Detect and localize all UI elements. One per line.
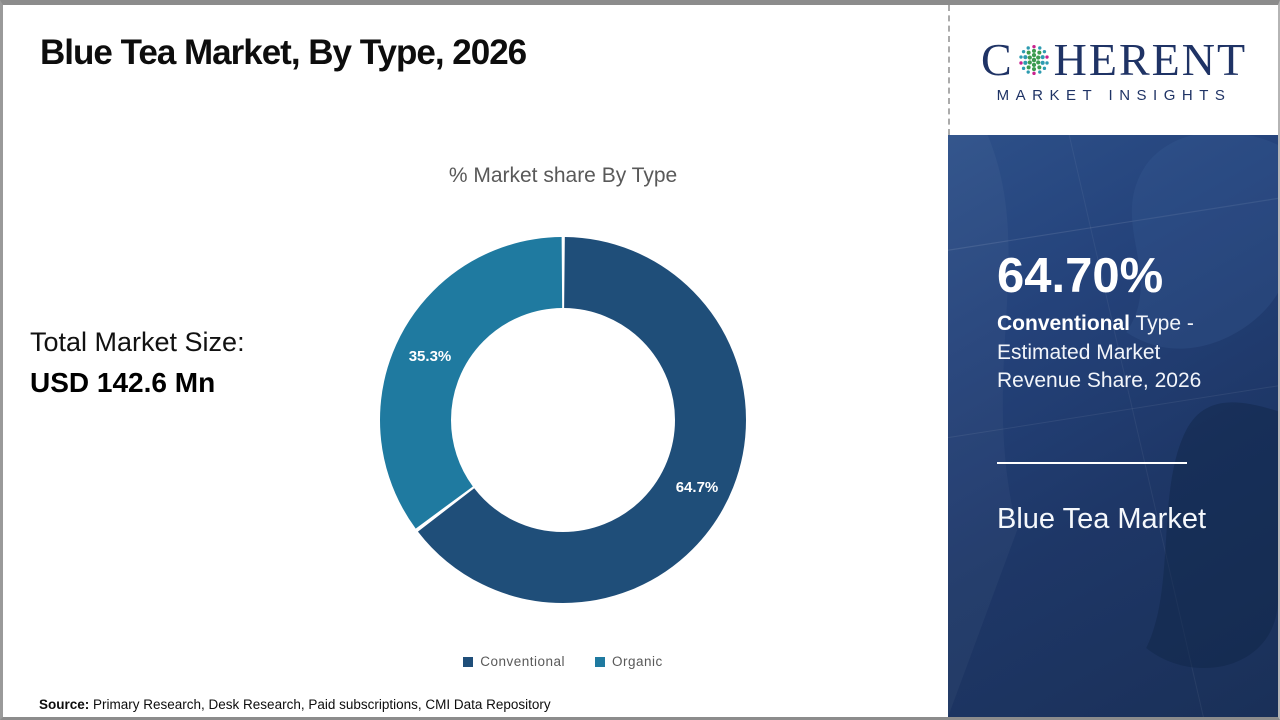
legend-label: Organic <box>612 654 663 669</box>
legend-swatch-icon <box>463 656 474 667</box>
logo-text-start: C <box>980 33 1014 85</box>
donut-chart <box>378 235 748 605</box>
sidebar-title: Blue Tea Market <box>997 503 1207 535</box>
stat-value: 64.70% <box>997 249 1164 303</box>
highlight-sidebar: 64.70% Conventional Type - Estimated Mar… <box>948 135 1278 717</box>
legend-label: Conventional <box>480 654 566 669</box>
stat-description-bold: Conventional <box>997 312 1131 335</box>
sidebar-divider <box>997 462 1187 464</box>
world-map-decoration <box>948 135 1278 717</box>
donut-slice-conventional <box>380 237 746 603</box>
logo-panel: C HERENT MARKET INSIGHTS <box>948 5 1278 135</box>
logo-text-end: HERENT <box>1053 33 1248 85</box>
legend-swatch-icon <box>595 656 606 667</box>
legend-item-conventional: Conventional <box>463 654 565 669</box>
legend-item-organic: Organic <box>595 654 663 669</box>
chart-legend: Conventional Organic <box>183 654 943 669</box>
logo-subtitle: MARKET INSIGHTS <box>996 86 1232 104</box>
coherent-globe-icon <box>1018 44 1049 75</box>
donut-slice-organic <box>380 237 746 603</box>
stat-description: Conventional Type - Estimated Market Rev… <box>997 310 1209 396</box>
stat-description-rest: Type - Estimated Market Revenue Share, 2… <box>997 312 1202 392</box>
coherent-logo: C HERENT <box>980 33 1248 85</box>
slice-label-organic: 35.3% <box>408 348 452 365</box>
donut-chart-svg <box>380 237 746 603</box>
source-text: Primary Research, Desk Research, Paid su… <box>89 697 551 712</box>
chart-title: % Market share By Type <box>448 164 678 187</box>
total-market-size: Total Market Size: USD 142.6 Mn <box>30 327 245 399</box>
total-market-value: USD 142.6 Mn <box>30 367 216 398</box>
page-title: Blue Tea Market, By Type, 2026 <box>40 33 527 72</box>
source-line: Source: Primary Research, Desk Research,… <box>39 697 551 712</box>
total-market-label: Total Market Size: <box>30 327 245 357</box>
source-label: Source: <box>39 697 90 712</box>
slice-label-conventional: 64.7% <box>675 479 719 496</box>
